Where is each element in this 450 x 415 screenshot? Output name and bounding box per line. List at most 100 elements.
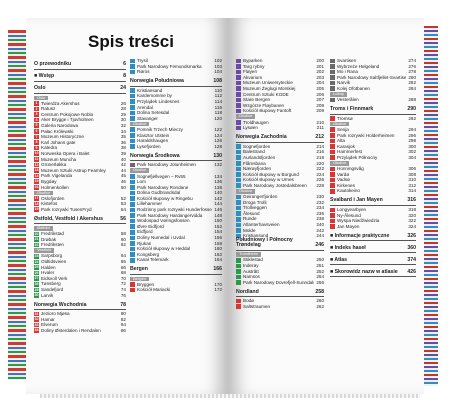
toc-entry[interactable]: Saltstraumen 262 bbox=[236, 304, 324, 310]
toc-entry[interactable]: Vardø 308 bbox=[330, 172, 416, 178]
toc-entry[interactable]: 23 Sarpsborg 64 bbox=[34, 253, 126, 259]
toc-entry[interactable]: Kościół słupowy w Urnes 226 bbox=[236, 177, 324, 183]
toc-entry[interactable]: Droga Trolli 232 bbox=[236, 200, 324, 206]
toc-entry[interactable]: Arendal 116 bbox=[130, 105, 222, 111]
toc-entry[interactable]: Rjukan 158 bbox=[130, 241, 222, 247]
toc-entry[interactable]: Kirkenes 312 bbox=[330, 183, 416, 189]
toc-entry[interactable]: 12 Grünerløkka 42 bbox=[34, 162, 126, 168]
toc-entry[interactable]: Pomnik Trzech Mieczy 122 bbox=[130, 127, 222, 133]
toc-entry[interactable]: Muzeum Żeglugi Morskiej 205 bbox=[236, 86, 324, 92]
toc-entry[interactable]: Bryggen 170 bbox=[130, 282, 222, 288]
toc-entry[interactable]: Longyearbyen 318 bbox=[330, 207, 416, 213]
toc-entry[interactable]: Røros 104 bbox=[130, 69, 222, 75]
toc-entry[interactable]: Hammerfest 302 bbox=[330, 149, 416, 155]
toc-entry[interactable]: Karasjok 300 bbox=[330, 144, 416, 150]
toc-section-heading[interactable]: ■ Skorowidz nazw w atlasie 426 bbox=[330, 268, 416, 275]
toc-entry[interactable]: Kościół słupowy w Borgund 224 bbox=[236, 172, 324, 178]
toc-entry[interactable]: 27 Eidsvoll Verk 70 bbox=[34, 276, 126, 282]
toc-entry[interactable]: Eidfjord 154 bbox=[130, 229, 222, 235]
toc-entry[interactable]: 33 Elverum 84 bbox=[34, 322, 126, 328]
toc-section-heading[interactable]: Norwegia Południowa 108 bbox=[130, 78, 222, 85]
toc-entry[interactable]: 17 Oslofjorden 52 bbox=[34, 196, 126, 202]
toc-entry[interactable]: Byparken 200 bbox=[236, 58, 324, 64]
toc-entry[interactable]: Przylądek Lindesnes 114 bbox=[130, 99, 222, 105]
toc-entry[interactable]: 8 Karl Johans gate 36 bbox=[34, 140, 126, 146]
toc-entry[interactable]: 3 Centrum Pokojowe Nobla 29 bbox=[34, 112, 126, 118]
toc-entry[interactable]: Bodø 260 bbox=[236, 298, 324, 304]
toc-entry[interactable]: Park Narodowy Dovrefjell-Sunndalsfjella2… bbox=[236, 280, 324, 286]
toc-section-heading[interactable]: Południowy i Północny Trøndelag 246 bbox=[236, 237, 324, 249]
toc-entry[interactable]: Troldhaugen 210 bbox=[236, 120, 324, 126]
toc-entry[interactable]: Geirangerfjorden 230 bbox=[236, 194, 324, 200]
toc-entry[interactable]: Trollveggen 234 bbox=[236, 205, 324, 211]
toc-entry[interactable]: Kristiansund 244 bbox=[236, 233, 324, 239]
toc-entry[interactable]: Dolina Setesdal 118 bbox=[130, 110, 222, 116]
toc-entry[interactable]: 31 Jezioro Mjøsa 80 bbox=[34, 311, 126, 317]
toc-entry[interactable]: Austrått 252 bbox=[236, 269, 324, 275]
toc-entry[interactable]: 28 Tønsberg 72 bbox=[34, 281, 126, 287]
toc-section-heading[interactable]: Norwegia Wschodnia 78 bbox=[34, 301, 126, 308]
toc-entry[interactable]: Øvre Eidfjord 152 bbox=[130, 224, 222, 230]
toc-entry[interactable]: Tromsø 292 bbox=[330, 116, 416, 122]
toc-entry[interactable]: Kautokeino 314 bbox=[330, 188, 416, 194]
toc-section-heading[interactable]: Norwegia Środkowa 130 bbox=[130, 152, 222, 159]
toc-entry[interactable]: Fløyen 202 bbox=[236, 69, 324, 75]
toc-entry[interactable]: Runde 238 bbox=[236, 216, 324, 222]
toc-section-heading[interactable]: ■ Informacje praktyczne 326 bbox=[330, 232, 416, 239]
toc-entry[interactable]: Trysil 102 bbox=[130, 58, 222, 64]
toc-entry[interactable]: Wzgórze Fløybanen 208 bbox=[236, 103, 324, 109]
toc-section-heading[interactable]: Bergen 166 bbox=[130, 266, 222, 273]
toc-entry[interactable]: Balestrand 216 bbox=[236, 149, 324, 155]
toc-entry[interactable]: 16 Holmenkollen 50 bbox=[34, 185, 126, 191]
toc-entry[interactable]: Dolina Gudbrandsdal 140 bbox=[130, 190, 222, 196]
toc-entry[interactable]: Inderøy 251 bbox=[236, 263, 324, 269]
toc-entry[interactable]: Park Narodowy Jotunheimen 132 bbox=[130, 162, 222, 168]
toc-section-heading[interactable]: Østfold, Vestfold i Akershus 56 bbox=[34, 215, 126, 222]
toc-entry[interactable]: 30 Larvik 76 bbox=[34, 293, 126, 299]
toc-entry[interactable]: Sognefjorden 214 bbox=[236, 144, 324, 150]
toc-entry[interactable]: Wodospad Vøringsfossen 150 bbox=[130, 218, 222, 224]
toc-entry[interactable]: Park Narodowy Saltfjellet-Svartisen 280 bbox=[330, 75, 416, 81]
toc-entry[interactable]: Wyspa Niedźwiedzia 322 bbox=[330, 218, 416, 224]
toc-entry[interactable]: Kościół słupowy w Ringebu 142 bbox=[130, 196, 222, 202]
toc-section-heading[interactable]: ■ Atlas 374 bbox=[330, 256, 416, 263]
toc-entry[interactable]: Rodzinny park rozrywki Hunderfossen 146 bbox=[130, 207, 222, 213]
toc-entry[interactable]: Akvarium 203 bbox=[236, 75, 324, 81]
toc-entry[interactable]: Przylądek Północny 304 bbox=[330, 155, 416, 161]
toc-entry[interactable]: Stavanger 120 bbox=[130, 116, 222, 122]
toc-entry[interactable]: Jan Mayen 324 bbox=[330, 224, 416, 230]
toc-entry[interactable]: Honningsvåg 306 bbox=[330, 166, 416, 172]
toc-entry[interactable]: Stare Bergen 207 bbox=[236, 97, 324, 103]
toc-entry[interactable]: Doliny Numedal i Uvdal 156 bbox=[130, 235, 222, 241]
toc-entry[interactable]: 13 Muzeum Sztuki Astrup Fearnley 44 bbox=[34, 168, 126, 174]
toc-entry[interactable]: Svartisen 274 bbox=[330, 58, 416, 64]
toc-entry[interactable]: Haraldshaugen 126 bbox=[130, 138, 222, 144]
toc-entry[interactable]: Vesterålen 288 bbox=[330, 97, 416, 103]
toc-entry[interactable]: 14 Park Vigelanda 45 bbox=[34, 173, 126, 179]
toc-entry[interactable]: 32 Hamar 82 bbox=[34, 317, 126, 323]
toc-entry[interactable]: Kanał Telemark 164 bbox=[130, 257, 222, 263]
toc-entry[interactable]: Aurlandsfjorden 218 bbox=[236, 155, 324, 161]
toc-entry[interactable]: Alta 298 bbox=[330, 138, 416, 144]
toc-entry[interactable]: Klasztor Utstein 124 bbox=[130, 133, 222, 139]
toc-entry[interactable]: Kongsberg 162 bbox=[130, 252, 222, 258]
toc-entry[interactable]: 2 Ratusz 28 bbox=[34, 106, 126, 112]
toc-entry[interactable]: 11 Muzeum Muncha 40 bbox=[34, 157, 126, 163]
toc-entry[interactable]: Kristiansand 110 bbox=[130, 88, 222, 94]
toc-entry[interactable]: Kardemomme by 112 bbox=[130, 93, 222, 99]
toc-section-heading[interactable]: ■ Indeks haseł 360 bbox=[330, 244, 416, 251]
toc-section-heading[interactable]: ■ Wstęp 8 bbox=[34, 73, 126, 80]
toc-entry[interactable]: Mo i Rana 278 bbox=[330, 69, 416, 75]
toc-entry[interactable]: 21 Drøbak 60 bbox=[34, 237, 126, 243]
toc-entry[interactable]: Flåmsbana 220 bbox=[236, 161, 324, 167]
toc-entry[interactable]: Kościół Mariacki 172 bbox=[130, 287, 222, 293]
toc-section-heading[interactable]: Norwegia Zachodnia 212 bbox=[236, 134, 324, 141]
toc-entry[interactable]: 26 Hvaler 68 bbox=[34, 270, 126, 276]
toc-entry[interactable]: Park Narodowy Rondane 138 bbox=[130, 185, 222, 191]
toc-entry[interactable]: 4 Aker Brygge i Tjuvholmen 30 bbox=[34, 117, 126, 123]
toc-section-heading[interactable]: Nordland 258 bbox=[236, 288, 324, 295]
toc-section-heading[interactable]: Troms i Finnmark 290 bbox=[330, 106, 416, 113]
toc-entry[interactable]: 25 Halden 66 bbox=[34, 265, 126, 271]
toc-entry[interactable]: 9 Katedra 38 bbox=[34, 145, 126, 151]
toc-entry[interactable]: 22 Fredriksten 62 bbox=[34, 242, 126, 248]
